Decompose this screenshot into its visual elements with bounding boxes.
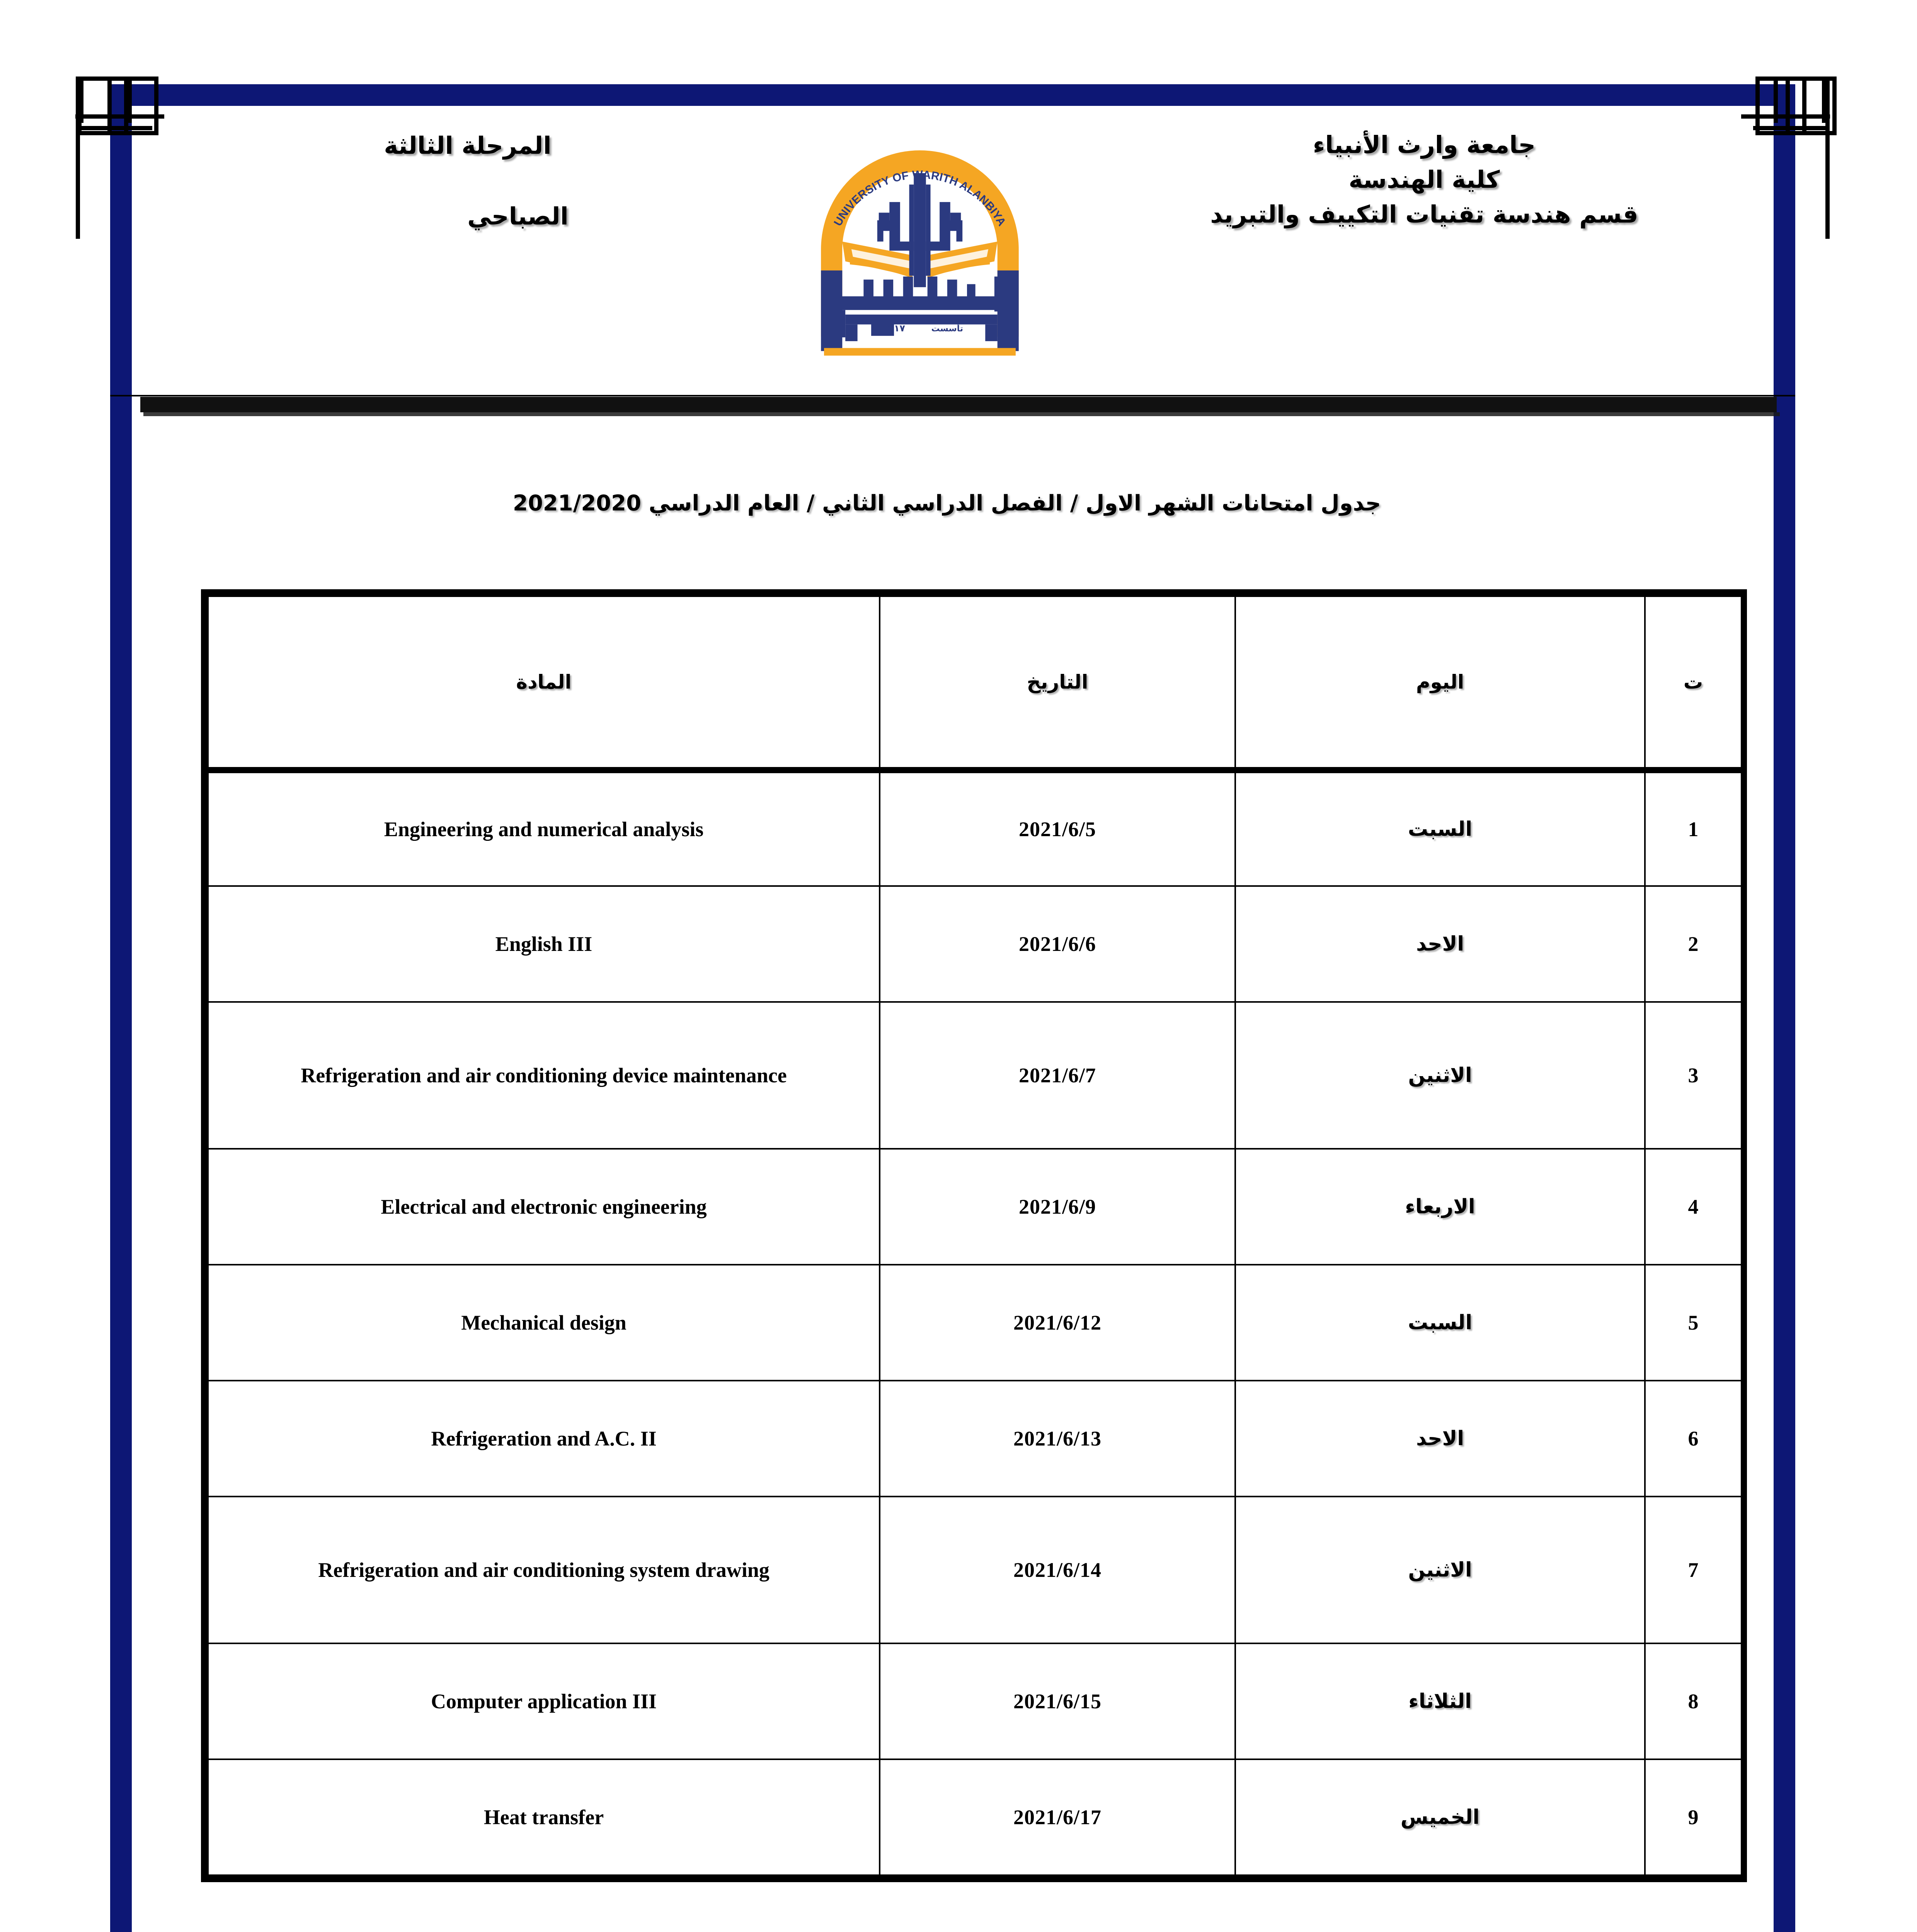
cell-no: 5 <box>1644 1264 1742 1381</box>
cell-day: الاحد <box>1234 1380 1646 1497</box>
cell-no: 2 <box>1644 885 1742 1003</box>
cell-day: السبت <box>1234 1264 1646 1381</box>
university-name: جامعة وارث الأنبياء <box>1313 131 1536 159</box>
cell-date: 2021/6/14 <box>879 1496 1236 1644</box>
cell-no: 6 <box>1644 1380 1742 1497</box>
stage-block: المرحلة الثالثة الصباحي <box>178 131 758 230</box>
svg-text:تأسست: تأسست <box>931 323 963 333</box>
document-header: جامعة وارث الأنبياء كلية الهندسة قسم هند… <box>131 116 1774 363</box>
cell-subject: Heat transfer <box>207 1759 880 1876</box>
header-rule-bar <box>140 397 1777 412</box>
cell-date: 2021/6/9 <box>879 1148 1236 1265</box>
svg-text:٢٠١٧: ٢٠١٧ <box>883 323 905 333</box>
header-hairline <box>110 395 1795 396</box>
institution-block: جامعة وارث الأنبياء كلية الهندسة قسم هند… <box>1105 128 1743 232</box>
cell-date: 2021/6/15 <box>879 1643 1236 1760</box>
cell-subject: Refrigeration and air conditioning syste… <box>207 1496 880 1644</box>
table-body: Engineering and numerical analysis 2021/… <box>207 769 1742 1876</box>
header-rule-shadow <box>143 412 1780 416</box>
cell-subject: Refrigeration and air conditioning devic… <box>207 1001 880 1150</box>
cell-date: 2021/6/17 <box>879 1759 1236 1876</box>
cell-day: الخميس <box>1234 1759 1646 1876</box>
cell-subject: Electrical and electronic engineering <box>207 1148 880 1265</box>
cell-day: الاثنين <box>1234 1496 1646 1644</box>
cell-date: 2021/6/5 <box>879 769 1236 887</box>
table-row: Mechanical design 2021/6/12 السبت 5 <box>207 1264 1742 1381</box>
cell-day: الاحد <box>1234 885 1646 1003</box>
table-header-row: المادة التاريخ اليوم ت <box>207 595 1742 773</box>
column-header-day: اليوم <box>1234 595 1646 773</box>
cell-no: 7 <box>1644 1496 1742 1644</box>
shift-label: الصباحي <box>467 202 569 230</box>
cell-no: 1 <box>1644 769 1742 887</box>
cell-no: 9 <box>1644 1759 1742 1876</box>
table-row: Electrical and electronic engineering 20… <box>207 1148 1742 1265</box>
exam-schedule-table: المادة التاريخ اليوم ت Engineering and n… <box>207 595 1742 1876</box>
cell-date: 2021/6/13 <box>879 1380 1236 1497</box>
table-row: Refrigeration and A.C. II 2021/6/13 الاح… <box>207 1380 1742 1497</box>
table-row: Refrigeration and air conditioning syste… <box>207 1496 1742 1644</box>
column-header-date: التاريخ <box>879 595 1236 773</box>
college-name: كلية الهندسة <box>1348 165 1500 194</box>
cell-subject: English III <box>207 885 880 1003</box>
table-row: English III 2021/6/6 الاحد 2 <box>207 885 1742 1003</box>
cell-subject: Computer application III <box>207 1643 880 1760</box>
cell-no: 4 <box>1644 1148 1742 1265</box>
cell-subject: Mechanical design <box>207 1264 880 1381</box>
university-logo-icon: UNIVERSITY OF WARITH ALANBIYA <box>796 128 1044 363</box>
table-row: Computer application III 2021/6/15 الثلا… <box>207 1643 1742 1760</box>
exam-schedule-table-wrapper: المادة التاريخ اليوم ت Engineering and n… <box>201 589 1747 1882</box>
cell-date: 2021/6/7 <box>879 1001 1236 1150</box>
column-header-subject: المادة <box>207 595 880 773</box>
table-row: Heat transfer 2021/6/17 الخميس 9 <box>207 1759 1742 1876</box>
cell-no: 3 <box>1644 1001 1742 1150</box>
cell-date: 2021/6/6 <box>879 885 1236 1003</box>
cell-subject: Refrigeration and A.C. II <box>207 1380 880 1497</box>
cell-day: السبت <box>1234 769 1646 887</box>
cell-day: الاثنين <box>1234 1001 1646 1150</box>
column-header-no: ت <box>1644 595 1742 773</box>
department-name: قسم هندسة تقنيات التكييف والتبريد <box>1210 200 1638 228</box>
cell-subject: Engineering and numerical analysis <box>207 769 880 887</box>
cell-day: الاربعاء <box>1234 1148 1646 1265</box>
table-row: Engineering and numerical analysis 2021/… <box>207 769 1742 887</box>
page-title: جدول امتحانات الشهر الاول / الفصل الدراس… <box>512 491 1381 516</box>
table-row: Refrigeration and air conditioning devic… <box>207 1001 1742 1150</box>
cell-day: الثلاثاء <box>1234 1643 1646 1760</box>
stage-label: المرحلة الثالثة <box>384 131 552 160</box>
cell-date: 2021/6/12 <box>879 1264 1236 1381</box>
cell-no: 8 <box>1644 1643 1742 1760</box>
